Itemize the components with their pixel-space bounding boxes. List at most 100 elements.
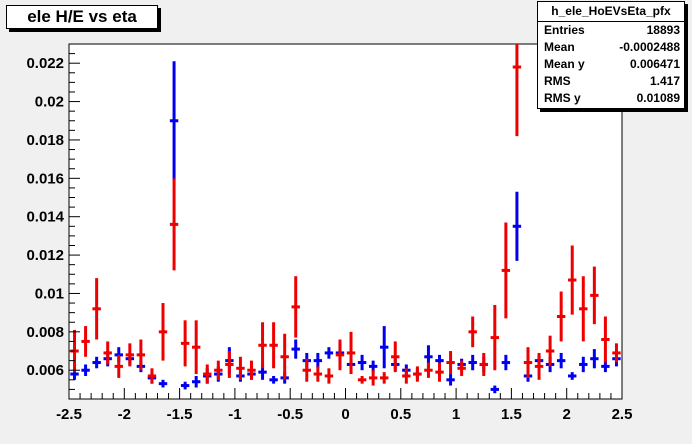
data-point <box>103 341 112 365</box>
y-tick-label: 0.014 <box>26 209 64 226</box>
data-marks <box>70 44 621 394</box>
axes: -2.5 -2 -1.5 -1 -0.5 0 0.5 1 1.5 2 2.5 0.006 0.008 0.… <box>26 43 633 423</box>
y-tick-label: 0.018 <box>26 132 64 149</box>
data-point <box>534 352 544 380</box>
stats-row-mean-y: Mean y 0.006471 <box>538 56 684 73</box>
data-point <box>81 364 90 376</box>
data-point <box>468 316 477 348</box>
stats-value: 0.01089 <box>636 91 680 105</box>
data-point <box>180 320 190 367</box>
y-tick-label: 0.02 <box>35 94 64 111</box>
data-point <box>291 339 300 359</box>
data-point <box>180 381 190 390</box>
x-tick-label: 0.5 <box>390 406 411 423</box>
data-point <box>225 351 234 378</box>
data-point <box>357 354 367 371</box>
data-point <box>92 356 101 369</box>
data-point <box>380 326 389 369</box>
data-point <box>590 349 599 369</box>
data-point <box>346 331 356 375</box>
data-point <box>590 266 599 325</box>
data-point <box>556 352 566 369</box>
x-tick-label: -1 <box>228 406 241 423</box>
data-point <box>324 347 334 359</box>
stats-value: 18893 <box>646 23 680 37</box>
data-point <box>556 291 566 342</box>
plot-area <box>68 43 623 400</box>
data-point <box>335 339 345 371</box>
x-tick-label: -1.5 <box>167 406 193 423</box>
data-point <box>490 304 500 371</box>
y-tick-label: 0.006 <box>26 362 64 379</box>
x-tick-label: -0.5 <box>277 406 303 423</box>
data-point <box>402 368 411 384</box>
data-point <box>568 245 577 315</box>
data-point <box>169 61 179 181</box>
stats-row-rms: RMS 1.417 <box>538 73 684 90</box>
data-point <box>236 356 245 380</box>
data-point <box>568 372 577 380</box>
data-point <box>324 368 334 384</box>
data-point <box>114 354 123 378</box>
data-point <box>391 341 400 373</box>
stats-row-entries: Entries 18893 <box>538 22 684 39</box>
stats-value: 0.006471 <box>629 57 680 71</box>
data-point <box>512 191 522 261</box>
data-point <box>169 178 179 271</box>
data-point <box>269 322 278 369</box>
stats-box: h_ele_HoEVsEta_pfx Entries 18893 Mean -0… <box>537 1 685 109</box>
stats-label: Mean <box>544 40 575 54</box>
stats-label: Mean y <box>544 57 585 71</box>
y-tick-label: 0.01 <box>35 285 64 302</box>
stats-value: -0.0002488 <box>619 40 680 54</box>
x-tick-label: 2 <box>563 406 571 423</box>
data-point <box>247 360 256 380</box>
data-point <box>446 374 455 386</box>
x-tick-label: 0 <box>341 406 349 423</box>
data-point <box>479 352 488 376</box>
x-tick-label: 1 <box>452 406 460 423</box>
data-point <box>291 276 300 338</box>
stats-label: RMS y <box>544 91 581 105</box>
stats-row-rms-y: RMS y 0.01089 <box>538 90 684 107</box>
data-point <box>579 356 588 373</box>
data-point <box>158 379 168 388</box>
data-point <box>545 335 555 367</box>
y-tick-label: 0.008 <box>26 324 64 341</box>
y-tick-label: 0.022 <box>26 55 64 72</box>
data-point <box>368 370 378 386</box>
data-point <box>601 316 610 363</box>
x-tick-label: -2 <box>118 406 131 423</box>
data-point <box>468 354 477 371</box>
y-tick-label: 0.012 <box>26 247 64 264</box>
x-tick-label: 2.5 <box>612 406 633 423</box>
data-point <box>147 368 157 384</box>
data-point <box>501 222 511 319</box>
data-point <box>579 276 588 342</box>
series-red <box>70 44 621 386</box>
data-point <box>501 354 511 371</box>
x-tick-label: 1.5 <box>501 406 522 423</box>
data-point <box>313 366 323 382</box>
data-point <box>158 303 168 361</box>
data-point <box>446 351 455 375</box>
stats-value: 1.417 <box>649 74 680 88</box>
data-point <box>380 372 389 384</box>
stats-row-mean: Mean -0.0002488 <box>538 39 684 56</box>
data-point <box>280 333 289 380</box>
stats-label: Entries <box>544 23 585 37</box>
y-tick-label: 0.016 <box>26 170 64 187</box>
data-point <box>214 360 223 380</box>
data-point <box>413 366 422 382</box>
data-point <box>612 343 621 363</box>
data-point <box>490 385 500 394</box>
data-point <box>269 375 278 384</box>
data-point <box>125 343 135 367</box>
data-point <box>313 352 323 369</box>
data-point <box>512 44 522 137</box>
data-point <box>258 322 267 369</box>
data-point <box>457 360 466 376</box>
data-point <box>203 364 212 384</box>
data-point <box>357 375 367 384</box>
data-point <box>92 278 101 340</box>
